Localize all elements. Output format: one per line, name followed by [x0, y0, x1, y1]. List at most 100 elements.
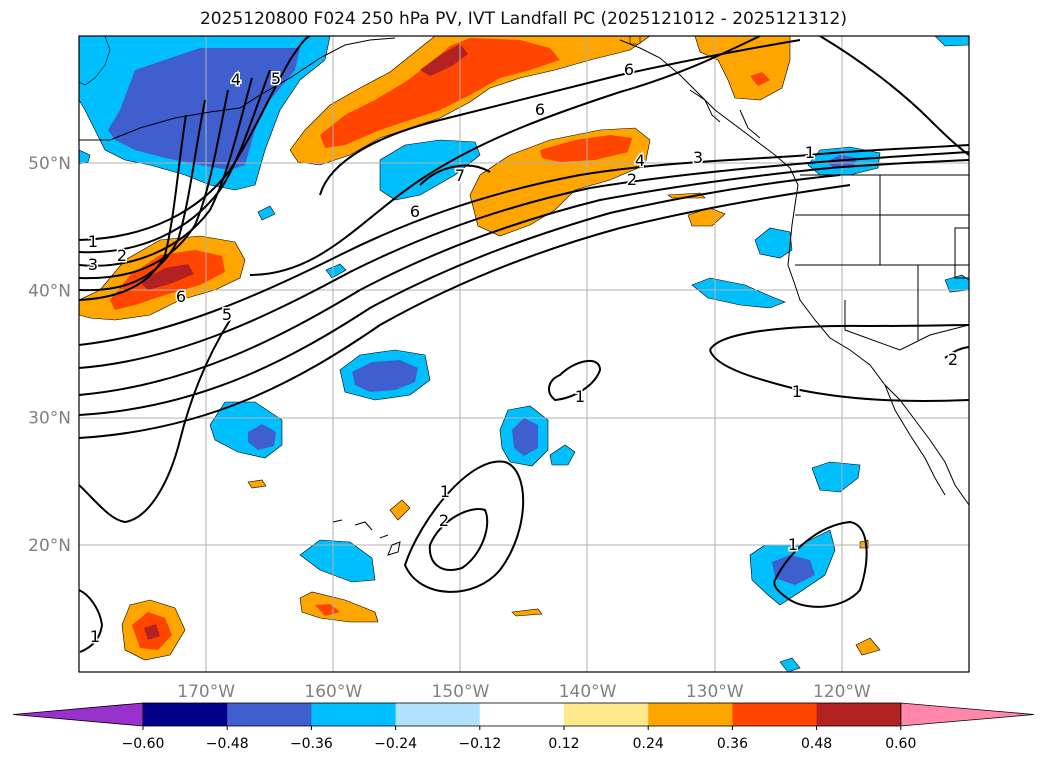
colorbar-tick-label: −0.48	[206, 736, 249, 752]
map-area: 1 2 3 4 5 6 6 7 4 3 1 2 6 6 5 1 1 1 2 1	[79, 36, 969, 672]
pos-field-small-3	[667, 192, 706, 199]
colorbar-tick-label: 0.48	[801, 736, 832, 752]
pos-field-hawaii-south-red	[315, 604, 340, 616]
contour-label: 6	[624, 60, 634, 79]
negative-pv-fields	[79, 36, 969, 672]
contour-label: 4	[231, 70, 241, 89]
contour-label: 2	[948, 350, 958, 369]
neg-field-small-2	[257, 205, 276, 221]
neg-field-oregon	[754, 227, 793, 259]
contour-label: 6	[535, 100, 545, 119]
neg-field-hawaii-north-core	[512, 418, 538, 456]
colorbar-segment	[816, 703, 902, 726]
contour-label: 1	[90, 627, 100, 646]
neg-field-small-6	[934, 36, 969, 47]
contour-1-hawaii	[403, 460, 525, 593]
contour-1-west	[79, 36, 311, 241]
contour-6-north	[249, 36, 761, 276]
colorbar-segment	[227, 703, 312, 726]
jet-axis-2	[79, 151, 969, 369]
contour-label: 1	[440, 482, 450, 501]
neg-field-small-3	[325, 263, 347, 279]
longitude-label: 170°W	[177, 682, 235, 702]
neg-field-alaska	[79, 36, 111, 86]
contour-label: 6	[176, 287, 186, 306]
colorbar-segment	[564, 703, 649, 726]
pos-field-jet-north	[289, 36, 651, 166]
neg-field-left-edge	[79, 149, 91, 165]
jet-axis-1	[79, 144, 969, 346]
contour-label: 1	[805, 143, 815, 162]
contour-label: 2	[439, 511, 449, 530]
contour-label: 7	[455, 166, 465, 185]
colorbar-segment	[732, 703, 818, 726]
jet-axis-3	[79, 159, 969, 396]
pos-field-west-40n-dark	[140, 264, 194, 290]
colorbar-segment	[143, 703, 228, 726]
state-border-3	[954, 227, 969, 279]
pos-field-south-west-dark	[144, 624, 160, 640]
state-border-1	[795, 175, 969, 340]
latitude-label: 50°N	[28, 154, 71, 174]
contour-east-outer	[819, 36, 969, 156]
longitude-label: 130°W	[686, 682, 744, 702]
pos-field-jet-north-dark	[420, 44, 468, 76]
colorbar-segment	[395, 703, 481, 726]
pos-field-ar-plume-red	[540, 135, 632, 162]
bc-islands	[689, 89, 761, 139]
pos-field-small-1	[389, 499, 411, 521]
colorbar-frame	[142, 702, 902, 727]
contour-1-east	[709, 324, 969, 351]
colorbar-tick-label: 0.36	[717, 736, 748, 752]
pos-field-hawaii-south	[299, 591, 379, 623]
north-america-coast	[619, 39, 969, 506]
contour-4-west	[79, 89, 229, 280]
colorbar-tick-label: 0.24	[633, 736, 664, 752]
neg-field-west-30n-core	[248, 424, 276, 450]
longitude-labels: 170°W 160°W 150°W 140°W 130°W 120°W	[177, 682, 871, 702]
contour-label: 1	[575, 387, 585, 406]
colorbar-tick-label: 0.12	[548, 736, 579, 752]
contour-2-east	[944, 346, 969, 359]
baja-coast	[884, 384, 946, 496]
colorbar-tick-label: −0.24	[374, 736, 417, 752]
contour-6-north-2	[319, 39, 801, 196]
contour-1-left-loop	[79, 319, 231, 524]
gridlines	[79, 36, 969, 672]
colorbar-segment	[648, 703, 733, 726]
contour-label: 1	[792, 382, 802, 401]
contour-label: 1	[788, 535, 798, 554]
contour-label: 3	[88, 255, 98, 274]
colorbar-tick-label: −0.36	[290, 736, 333, 752]
longitude-label: 120°W	[813, 682, 871, 702]
hawaii-islands	[332, 519, 401, 556]
latitude-labels: 50°N 40°N 30°N 20°N	[28, 154, 71, 556]
colorbar: −0.60 −0.48 −0.36 −0.24 −0.12 0.12 0.24 0.36 0.4…	[12, 702, 1035, 752]
colorbar-segment	[479, 703, 565, 726]
figure-title: 2025120800 F024 250 hPa PV, IVT Landfall…	[199, 9, 847, 29]
contour-label: 5	[222, 305, 232, 324]
longitude-label: 140°W	[559, 682, 617, 702]
contour-6-west	[79, 114, 187, 301]
contour-1-south-west	[79, 589, 104, 653]
pos-field-small-6	[247, 479, 267, 489]
map-frame	[78, 35, 970, 673]
neg-field-baja-sw-core	[772, 555, 815, 585]
pos-field-alaska-gulf-red	[750, 72, 770, 86]
contour-1-south-east	[773, 520, 868, 608]
pos-field-jet-north-red	[320, 38, 560, 148]
latitude-label: 40°N	[28, 281, 71, 301]
contour-label: 6	[410, 202, 420, 221]
state-border-2	[844, 300, 969, 351]
contour-5-west	[79, 99, 206, 292]
longitude-label: 150°W	[432, 682, 490, 702]
jet-axis-4	[79, 174, 841, 416]
pos-field-small-5	[855, 637, 881, 656]
jet-axis-5	[79, 184, 851, 439]
positive-pv-fields	[79, 36, 881, 661]
neg-field-east-25n	[811, 461, 861, 493]
contour-3-west	[79, 77, 253, 267]
contour-label: 4	[635, 151, 645, 170]
